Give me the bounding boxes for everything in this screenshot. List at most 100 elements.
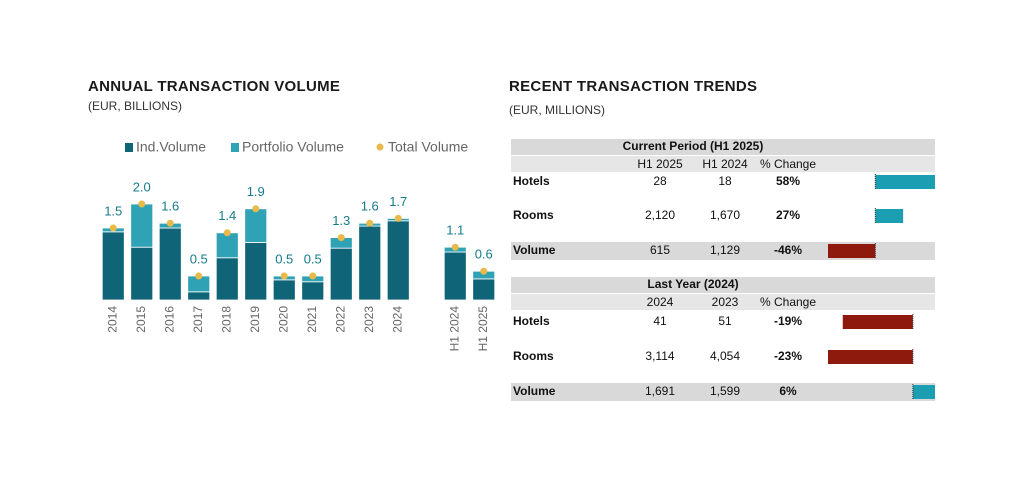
bar-segment xyxy=(272,279,296,301)
cell: 1,599 xyxy=(710,384,740,398)
x-tick-label: 2016 xyxy=(162,306,176,333)
change-cell: 27% xyxy=(776,208,800,222)
total-label: 1.6 xyxy=(361,199,379,214)
row-bg xyxy=(511,383,935,401)
row-label: Volume xyxy=(513,243,556,257)
x-tick-label: 2015 xyxy=(134,306,148,333)
change-bar xyxy=(875,209,904,223)
bar-segment xyxy=(130,246,154,301)
total-label: 1.5 xyxy=(104,203,122,218)
column-header: H1 2025 xyxy=(637,157,683,171)
cell: 41 xyxy=(653,314,667,328)
x-tick-label: 2024 xyxy=(390,306,404,333)
total-dot xyxy=(252,205,260,213)
change-bar xyxy=(912,385,935,399)
cell: 2,120 xyxy=(645,208,675,222)
total-label: 0.5 xyxy=(304,251,322,266)
column-header: % Change xyxy=(760,157,816,171)
change-bar xyxy=(828,244,876,258)
column-header-bg xyxy=(511,156,935,172)
x-tick-label: H1 2025 xyxy=(476,306,490,352)
column-header: 2024 xyxy=(647,295,674,309)
bar-segment xyxy=(215,257,239,301)
bar-segment xyxy=(187,291,211,301)
change-cell: 6% xyxy=(779,384,797,398)
total-dot xyxy=(309,272,317,280)
chart-subtitle: (EUR, BILLIONS) xyxy=(88,99,182,113)
change-cell: -19% xyxy=(774,314,802,328)
total-dot xyxy=(394,214,402,222)
x-tick-label: 2014 xyxy=(105,306,119,333)
row-label: Rooms xyxy=(513,349,554,363)
chart-title: ANNUAL TRANSACTION VOLUME xyxy=(88,78,340,95)
cell: 1,691 xyxy=(645,384,675,398)
bar-segment xyxy=(301,281,325,301)
total-label: 0.6 xyxy=(475,247,493,262)
bar-segment xyxy=(101,231,125,301)
x-tick-label: 2017 xyxy=(191,306,205,333)
x-tick-label: 2021 xyxy=(305,306,319,333)
bar-segment xyxy=(386,220,410,301)
cell: 51 xyxy=(718,314,732,328)
trends-subtitle: (EUR, MILLIONS) xyxy=(509,103,605,117)
total-label: 0.5 xyxy=(190,251,208,266)
change-cell: -46% xyxy=(774,243,802,257)
total-dot xyxy=(223,229,231,237)
change-cell: 58% xyxy=(776,174,800,188)
bar-segment xyxy=(358,225,382,301)
change-bar xyxy=(842,315,913,329)
total-dot xyxy=(451,243,459,251)
change-bar xyxy=(828,350,913,364)
total-dot xyxy=(195,272,203,280)
row-label: Rooms xyxy=(513,208,554,222)
cell: 1,670 xyxy=(710,208,740,222)
legend-swatch xyxy=(231,143,239,152)
total-dot xyxy=(138,200,146,208)
cell: 3,114 xyxy=(645,349,674,363)
cell: 615 xyxy=(650,243,670,257)
table-header-bg xyxy=(511,139,935,155)
bar-segment xyxy=(244,241,268,301)
total-dot xyxy=(166,219,174,227)
cell: 4,054 xyxy=(710,349,740,363)
total-label: 1.6 xyxy=(161,199,179,214)
table-title: Last Year (2024) xyxy=(647,277,738,291)
legend-swatch xyxy=(376,143,384,151)
legend-label: Portfolio Volume xyxy=(242,139,344,155)
cell: 18 xyxy=(718,174,732,188)
cell: 1,129 xyxy=(710,243,740,257)
bar-segment xyxy=(215,232,239,259)
table-header-bg xyxy=(511,277,935,293)
change-cell: -23% xyxy=(774,349,802,363)
total-dot xyxy=(280,272,288,280)
row-label: Hotels xyxy=(513,314,550,328)
bar-segment xyxy=(329,247,353,301)
row-label: Volume xyxy=(513,384,556,398)
trends-title: RECENT TRANSACTION TRENDS xyxy=(509,78,757,95)
bar-segment xyxy=(130,203,154,248)
x-tick-label: 2018 xyxy=(219,306,233,333)
total-label: 2.0 xyxy=(133,179,151,194)
total-label: 1.9 xyxy=(247,184,265,199)
total-dot xyxy=(109,224,117,232)
column-header-bg xyxy=(511,294,935,310)
total-label: 1.7 xyxy=(389,194,407,209)
total-dot xyxy=(366,219,374,227)
total-label: 1.1 xyxy=(446,223,464,238)
x-tick-label: 2020 xyxy=(276,306,290,333)
legend-swatch xyxy=(125,143,133,152)
total-dot xyxy=(480,267,488,275)
cell: 28 xyxy=(653,174,667,188)
x-tick-label: 2019 xyxy=(248,306,262,333)
change-bar xyxy=(875,175,935,189)
legend-label: Ind.Volume xyxy=(136,139,206,155)
column-header: % Change xyxy=(760,295,816,309)
column-header: H1 2024 xyxy=(702,157,748,171)
total-dot xyxy=(337,234,345,242)
column-header: 2023 xyxy=(712,295,739,309)
x-tick-label: 2022 xyxy=(333,306,347,333)
bar-segment xyxy=(472,278,496,301)
bar-segment xyxy=(443,251,467,301)
bar-segment xyxy=(158,227,182,301)
